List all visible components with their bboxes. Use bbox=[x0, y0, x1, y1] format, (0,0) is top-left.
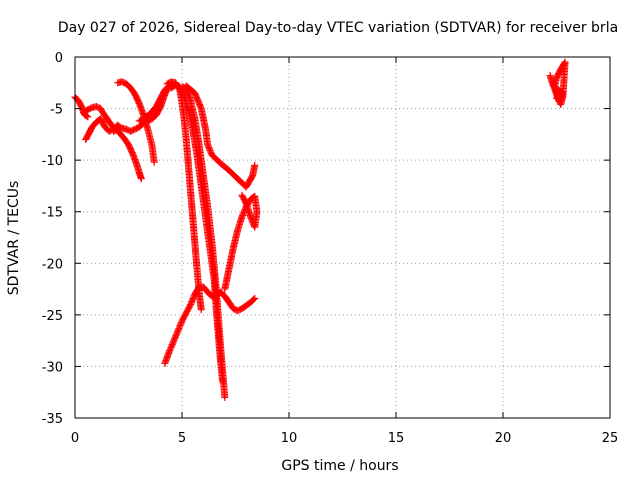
x-tick-label: 25 bbox=[602, 431, 619, 446]
data-point bbox=[250, 220, 258, 228]
axis-ticks: 0 5 10 15 20 25 -35 -30 -25 -20 -15 -10 -5 0 bbox=[42, 51, 619, 446]
series-track bbox=[135, 80, 177, 125]
series-track bbox=[163, 78, 205, 314]
data-point bbox=[169, 339, 177, 347]
data-point bbox=[251, 294, 259, 302]
data-point bbox=[172, 332, 180, 340]
data-point bbox=[167, 344, 175, 352]
data-point bbox=[172, 330, 180, 338]
series-track bbox=[182, 82, 259, 191]
data-point bbox=[171, 335, 179, 343]
data-point bbox=[165, 348, 173, 356]
data-point bbox=[176, 323, 184, 331]
data-point bbox=[137, 175, 145, 183]
data-point bbox=[239, 210, 247, 218]
data-point bbox=[175, 324, 183, 332]
data-point bbox=[204, 142, 212, 150]
data-point bbox=[221, 393, 229, 401]
data-point bbox=[238, 213, 246, 221]
data-point bbox=[174, 327, 182, 335]
x-tick-label: 5 bbox=[178, 431, 186, 446]
data-point bbox=[188, 298, 196, 306]
series-track bbox=[80, 103, 145, 183]
y-tick-label: -30 bbox=[42, 360, 63, 375]
data-point bbox=[171, 333, 179, 341]
data-point bbox=[250, 222, 258, 230]
x-tick-label: 10 bbox=[281, 431, 298, 446]
data-point bbox=[205, 144, 213, 152]
y-tick-label: -20 bbox=[42, 257, 63, 272]
data-point bbox=[187, 299, 195, 307]
y-tick-label: 0 bbox=[55, 51, 63, 66]
data-point bbox=[207, 148, 215, 156]
data-point bbox=[247, 214, 255, 222]
y-tick-label: -15 bbox=[42, 206, 63, 221]
data-point bbox=[251, 223, 259, 231]
data-point bbox=[166, 345, 174, 353]
data-point bbox=[187, 301, 195, 309]
grid-lines bbox=[75, 57, 610, 418]
data-point bbox=[168, 342, 176, 350]
data-point bbox=[190, 293, 198, 301]
y-tick-label: -35 bbox=[42, 412, 63, 427]
data-point bbox=[204, 141, 212, 149]
data-point bbox=[84, 113, 92, 121]
y-tick-label: -25 bbox=[42, 309, 63, 324]
data-point bbox=[189, 295, 197, 303]
data-point bbox=[238, 191, 246, 199]
data-point bbox=[248, 216, 256, 224]
series-track bbox=[546, 58, 569, 108]
data-point bbox=[169, 338, 177, 346]
data-point bbox=[166, 347, 174, 355]
plot-frame bbox=[74, 56, 611, 419]
data-point bbox=[553, 94, 560, 102]
data-point bbox=[249, 219, 257, 227]
data-point bbox=[251, 161, 259, 169]
x-tick-label: 20 bbox=[495, 431, 512, 446]
data-point bbox=[250, 295, 258, 303]
data-point bbox=[206, 145, 214, 153]
data-point bbox=[206, 147, 214, 155]
data-point bbox=[173, 329, 181, 337]
series-track bbox=[161, 283, 259, 367]
data-points bbox=[71, 58, 569, 401]
series-track bbox=[221, 191, 261, 293]
data-point bbox=[177, 320, 185, 328]
data-point bbox=[176, 321, 184, 329]
data-point bbox=[188, 296, 196, 304]
data-point bbox=[248, 217, 256, 225]
chart-title: Day 027 of 2026, Sidereal Day-to-day VTE… bbox=[58, 20, 618, 36]
data-point bbox=[150, 158, 158, 166]
data-point bbox=[239, 211, 247, 219]
y-tick-label: -10 bbox=[42, 154, 63, 169]
data-point bbox=[170, 336, 178, 344]
data-point bbox=[239, 193, 247, 201]
y-tick-label: -5 bbox=[50, 103, 63, 118]
x-tick-label: 0 bbox=[71, 431, 79, 446]
data-point bbox=[197, 306, 205, 314]
x-axis-label: GPS time / hours bbox=[281, 458, 398, 474]
data-point bbox=[168, 341, 176, 349]
y-axis-label: SDTVAR / TECUs bbox=[6, 181, 22, 296]
x-tick-label: 15 bbox=[388, 431, 405, 446]
data-point bbox=[174, 326, 182, 334]
